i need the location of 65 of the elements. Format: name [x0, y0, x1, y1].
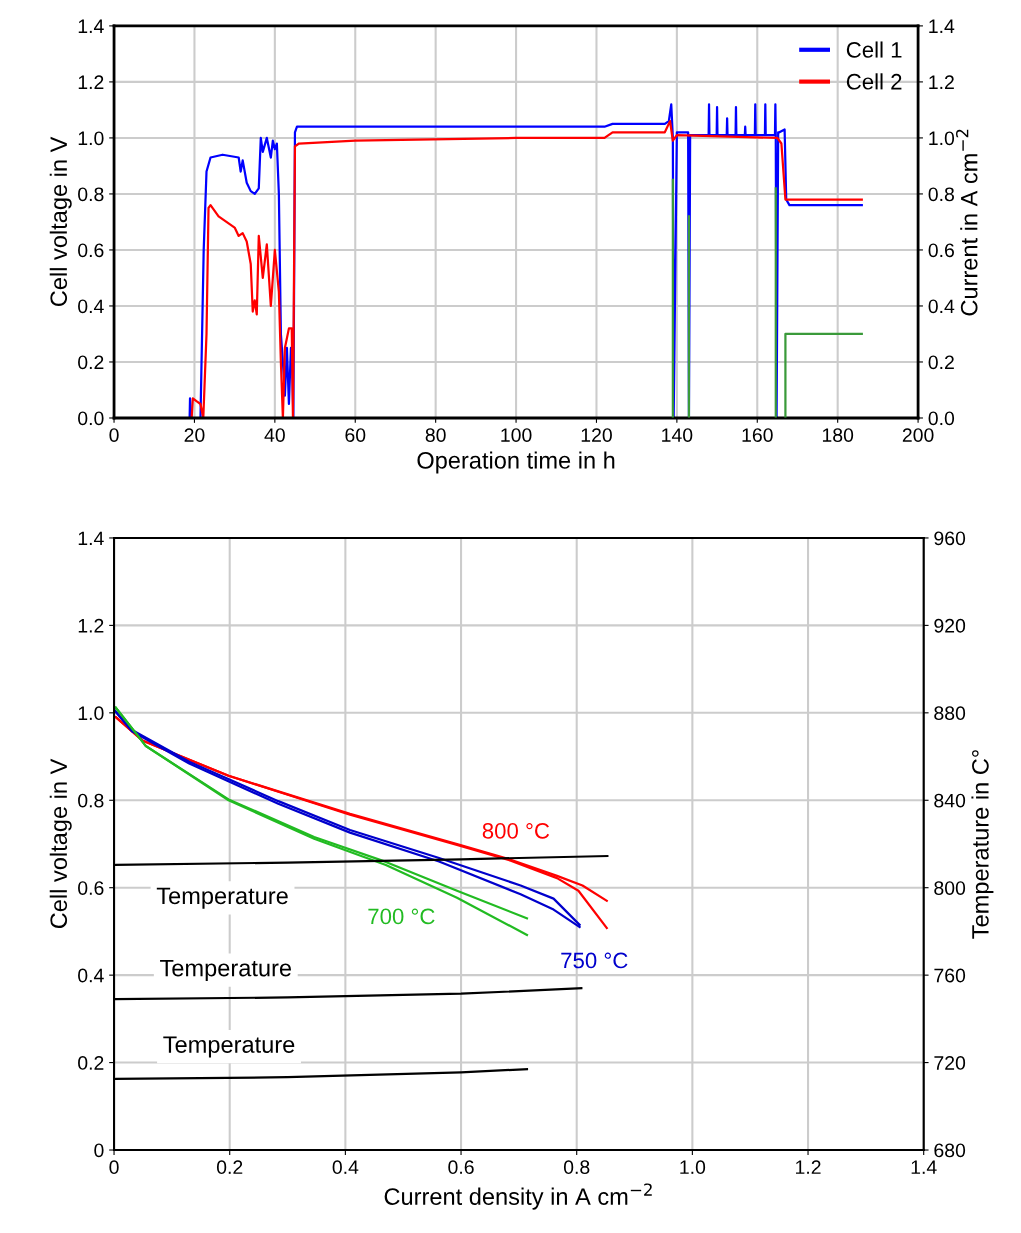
legend-label: Cell 1 [846, 41, 902, 58]
x-tick-label: 180 [822, 428, 854, 442]
y-tick-label: 0.2 [78, 1056, 104, 1070]
y2-tick-label: 1.2 [929, 75, 954, 89]
annotation: Temperature [160, 959, 291, 982]
series-label: 700 °C [368, 908, 435, 925]
y2-tick-label: 800 [934, 881, 966, 895]
y2-tick-label: 960 [934, 531, 966, 546]
x-tick-label: 0 [109, 1160, 119, 1175]
y-tick-label: 1.2 [78, 618, 104, 633]
y2-tick-label: 0.8 [928, 187, 954, 202]
x-tick-label: 0 [109, 428, 119, 442]
y-tick-label: 0.6 [78, 243, 104, 258]
y2-axis-title: Temperature in C° [971, 750, 994, 939]
y2-tick-label: 880 [934, 706, 966, 721]
x-axis-title: Current density in A cm$^{−2}$ [384, 1183, 652, 1210]
y2-tick-label: 1.4 [929, 19, 955, 33]
y-tick-label: 1.4 [78, 19, 104, 33]
x-tick-label: 40 [264, 428, 285, 442]
x-tick-label: 0.4 [332, 1160, 359, 1175]
y2-axis-title: Current in A cm$^{−2}$ [956, 129, 978, 316]
x-tick-label: 0.8 [563, 1160, 590, 1175]
x-tick-label: 140 [662, 428, 693, 442]
y-tick-label: 0.8 [78, 793, 104, 808]
x-tick-label: 1.4 [911, 1160, 937, 1174]
y-tick-label: 0.0 [78, 411, 104, 426]
y-tick-label: 1.2 [78, 75, 104, 89]
y-tick-label: 0.6 [78, 881, 104, 895]
series-label: 750 °C [561, 952, 628, 969]
x-tick-label: 1.0 [680, 1160, 706, 1175]
y-tick-label: 0.4 [78, 299, 104, 314]
y-tick-label: 0.4 [78, 968, 104, 983]
y2-tick-label: 920 [934, 618, 966, 633]
x-tick-label: 0.2 [216, 1160, 243, 1175]
legend-label: Cell 2 [846, 73, 902, 90]
y2-tick-label: 720 [934, 1056, 966, 1070]
y-tick-label: 1.0 [78, 131, 104, 146]
y-tick-label: 1.4 [78, 531, 104, 545]
y-tick-label: 0 [94, 1143, 104, 1158]
x-tick-label: 1.2 [796, 1160, 821, 1174]
y2-tick-label: 1.0 [929, 131, 955, 146]
x-tick-label: 0.6 [448, 1160, 474, 1175]
y2-tick-label: 0.0 [928, 411, 955, 426]
x-tick-label: 160 [742, 428, 773, 442]
y-tick-label: 1.0 [78, 706, 104, 721]
y2-tick-label: 0.2 [928, 355, 954, 370]
x-tick-label: 120 [581, 428, 612, 442]
y2-tick-label: 840 [934, 793, 966, 808]
y2-tick-label: 0.4 [928, 299, 955, 314]
x-tick-label: 60 [345, 428, 366, 442]
y-tick-label: 0.2 [78, 355, 104, 370]
y-axis-title: Cell voltage in V [49, 758, 72, 929]
annotation: Temperature [156, 887, 288, 909]
x-tick-label: 200 [902, 428, 934, 442]
y-tick-label: 0.8 [78, 187, 104, 202]
y2-tick-label: 680 [934, 1143, 966, 1158]
series-label: 800 °C [482, 823, 550, 839]
x-tick-label: 20 [184, 428, 205, 442]
y2-tick-label: 0.6 [928, 243, 954, 258]
x-axis-title: Operation time in h [417, 451, 615, 474]
y2-tick-label: 760 [934, 968, 966, 983]
y-axis-title: Cell voltage in V [49, 136, 72, 307]
annotation: Temperature [163, 1036, 295, 1058]
x-tick-label: 80 [425, 428, 446, 442]
x-tick-label: 100 [501, 428, 532, 442]
